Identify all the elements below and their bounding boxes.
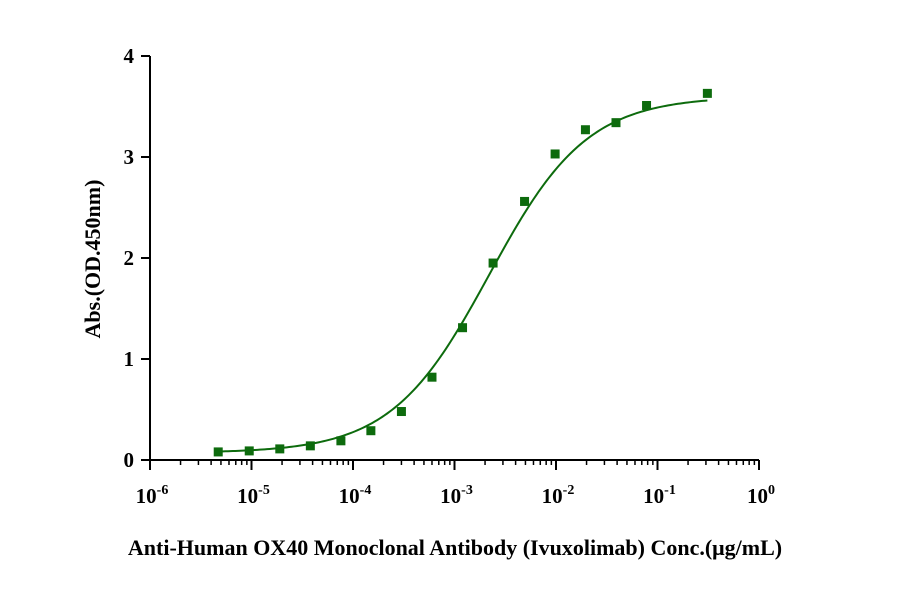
data-point	[336, 436, 346, 446]
data-point	[396, 407, 406, 417]
x-tick-label: 10-2	[542, 483, 575, 508]
data-point	[366, 426, 376, 436]
data-point	[611, 118, 621, 128]
y-tick-label: 4	[124, 44, 135, 68]
axes	[141, 55, 760, 470]
x-tick-label: 10-3	[440, 483, 473, 508]
x-tick-label: 10-4	[339, 483, 372, 508]
x-tick-label: 100	[747, 483, 775, 508]
data-point	[520, 196, 530, 206]
y-tick-label: 1	[124, 347, 135, 371]
data-point	[305, 441, 315, 451]
fit-curve	[218, 99, 708, 453]
y-tick-label: 0	[124, 448, 135, 472]
data-point	[488, 258, 498, 268]
data-point	[642, 100, 652, 110]
data-point	[580, 125, 590, 135]
x-tick-label: 10-6	[136, 483, 169, 508]
data-point	[244, 446, 254, 456]
x-tick-label: 10-1	[643, 483, 676, 508]
data-point	[550, 149, 560, 159]
x-axis-title: Anti-Human OX40 Monoclonal Antibody (Ivu…	[128, 535, 782, 560]
data-point	[427, 372, 437, 382]
data-point	[275, 444, 285, 454]
data-point	[702, 88, 712, 98]
tick-labels-layer: 0 1 2 3 4 10-6 10-5 10-4 10-3 10-2 10-1 100	[124, 44, 776, 508]
data-point	[458, 323, 468, 333]
data-point	[213, 447, 223, 457]
fit-curve-layer	[218, 99, 708, 453]
y-axis-title: Abs.(OD.450nm)	[80, 180, 105, 339]
y-tick-label: 3	[124, 145, 135, 169]
data-points-layer	[213, 88, 712, 457]
x-tick-label: 10-5	[237, 483, 270, 508]
y-tick-label: 2	[124, 246, 135, 270]
